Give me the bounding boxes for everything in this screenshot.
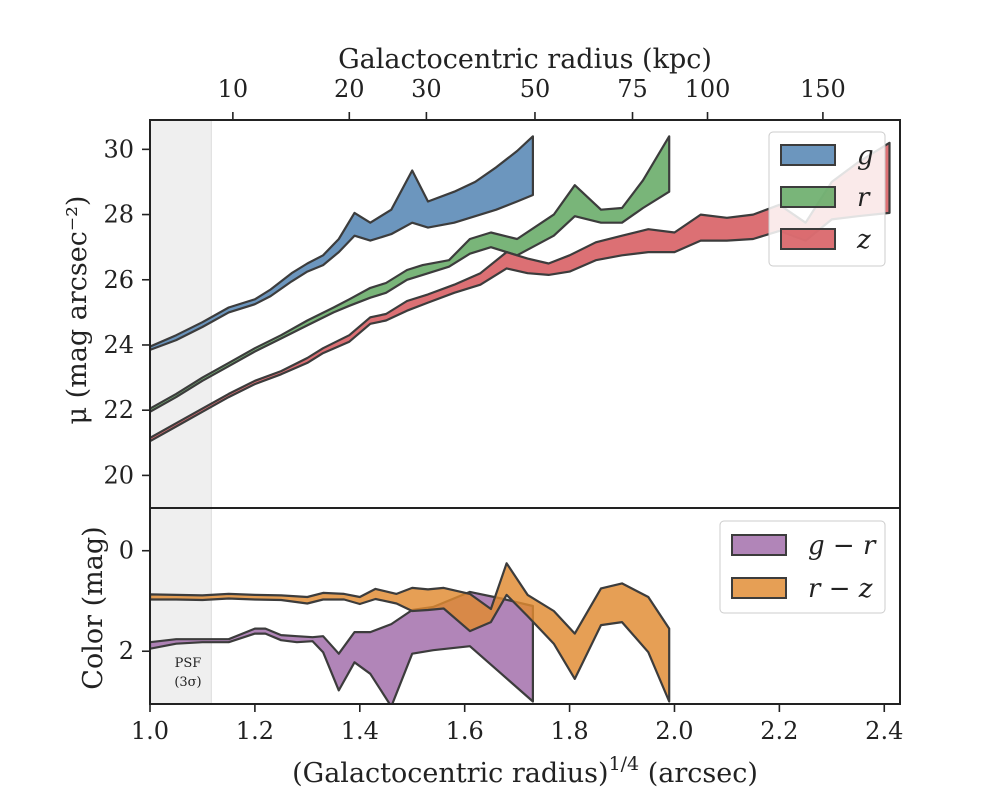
- x-axis-title-sup: 1/4: [609, 753, 640, 775]
- top-tick-label: 30: [411, 75, 442, 103]
- y-tick-label: 20: [103, 461, 134, 489]
- x-tick-label: 2.4: [865, 717, 903, 745]
- x-tick-label: 1.0: [131, 717, 169, 745]
- legend-label-rz: r − z: [808, 574, 873, 604]
- top-tick-label: 100: [685, 75, 731, 103]
- x-axis-title: (Galactocentric radius)1/4 (arcsec): [292, 753, 758, 789]
- x-axis-title-main: (Galactocentric radius): [292, 758, 608, 789]
- top-axis-title: Galactocentric radius (kpc): [338, 44, 712, 75]
- x-tick-label: 1.6: [446, 717, 484, 745]
- y-tick-label: 2: [119, 637, 134, 665]
- legend-label-z: z: [856, 225, 871, 255]
- psf-label-line2: (3σ): [174, 675, 201, 690]
- y-axis-title-top: μ (mag arcsec⁻²): [62, 196, 93, 425]
- series-band-r: [150, 135, 671, 413]
- legend-swatch-rz: [731, 577, 787, 599]
- x-axis-title-unit: (arcsec): [639, 758, 758, 789]
- legend-swatch-r: [780, 186, 836, 208]
- x-tick-label: 1.2: [236, 717, 274, 745]
- legend-label-r: r: [857, 183, 871, 213]
- legend-label-gr: g − r: [808, 531, 877, 561]
- x-tick-label: 2.2: [760, 717, 798, 745]
- panel-frame-bottom: [149, 507, 901, 705]
- top-tick-label: 75: [617, 75, 648, 103]
- y-tick-label: 0: [119, 537, 134, 565]
- x-tick-label: 1.4: [341, 717, 379, 745]
- top-tick-label: 50: [520, 75, 551, 103]
- legend-swatch-g: [780, 144, 836, 166]
- series-band-rz: [150, 562, 671, 703]
- y-tick-label: 30: [103, 135, 134, 163]
- x-tick-label: 2.0: [655, 717, 693, 745]
- legend-label-g: g: [857, 141, 874, 171]
- top-tick-label: 150: [800, 75, 846, 103]
- legend-swatch-gr: [731, 534, 787, 556]
- legend-swatch-z: [780, 228, 836, 250]
- top-tick-label: 20: [334, 75, 365, 103]
- y-tick-label: 26: [103, 266, 134, 294]
- top-tick-label: 10: [218, 75, 249, 103]
- series-band-g: [150, 135, 535, 351]
- x-tick-label: 1.8: [550, 717, 588, 745]
- y-axis-title-bottom: Color (mag): [78, 526, 109, 689]
- y-tick-label: 28: [103, 201, 134, 229]
- y-tick-label: 24: [103, 331, 134, 359]
- psf-label-line1: PSF: [175, 656, 202, 671]
- series-band-z: [150, 141, 891, 443]
- y-tick-label: 22: [103, 396, 134, 424]
